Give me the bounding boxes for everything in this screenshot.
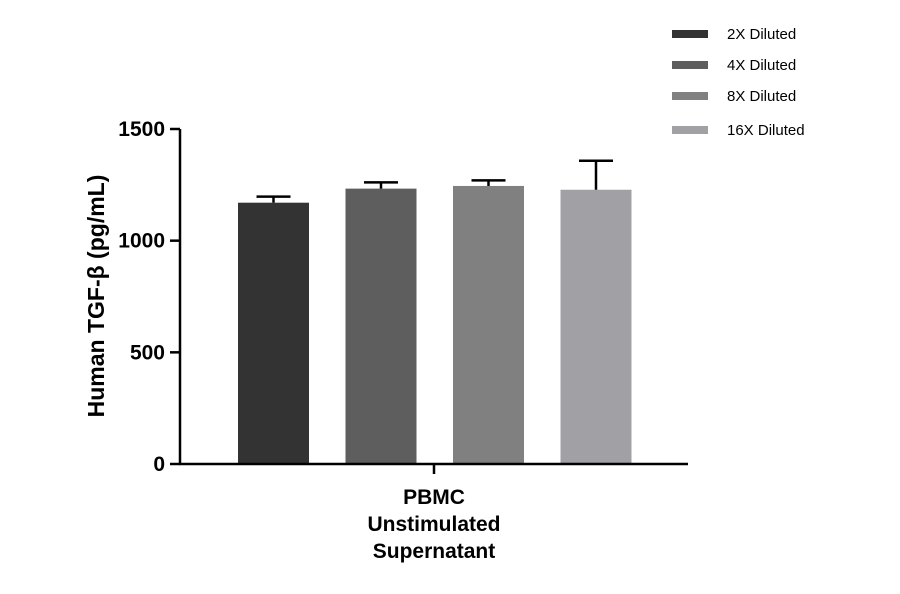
legend-swatch <box>672 61 708 69</box>
x-axis <box>179 462 688 474</box>
legend-swatch <box>672 126 708 134</box>
y-axis-title: Human TGF-β (pg/mL) <box>83 175 109 418</box>
legend: 2X Diluted 4X Diluted 8X Diluted 16X Dilute… <box>672 26 805 139</box>
y-tick-label: 500 <box>130 341 165 364</box>
bars <box>238 185 632 464</box>
category-label-line-2: Unstimulated <box>367 513 500 536</box>
legend-label: 16X Diluted <box>727 122 805 139</box>
category-label: PBMC Unstimulated Supernatant <box>367 486 500 563</box>
error-bars <box>256 159 613 203</box>
legend-swatch <box>672 92 708 100</box>
legend-label: 2X Diluted <box>727 26 796 43</box>
bar-2x-diluted <box>238 202 309 464</box>
y-tick-label: 0 <box>153 453 165 476</box>
legend-label: 4X Diluted <box>727 57 796 74</box>
y-tick-label: 1000 <box>118 230 165 253</box>
legend-swatch <box>672 30 708 38</box>
bar-16x-diluted <box>560 189 632 464</box>
category-label-line-1: PBMC <box>403 486 465 509</box>
category-label-line-3: Supernatant <box>373 540 496 563</box>
legend-label: 8X Diluted <box>727 88 796 105</box>
y-ticks: 0 500 1000 1500 <box>118 118 180 476</box>
bar-4x-diluted <box>345 188 417 464</box>
bar-8x-diluted <box>453 185 524 464</box>
y-tick-label: 1500 <box>118 118 165 141</box>
